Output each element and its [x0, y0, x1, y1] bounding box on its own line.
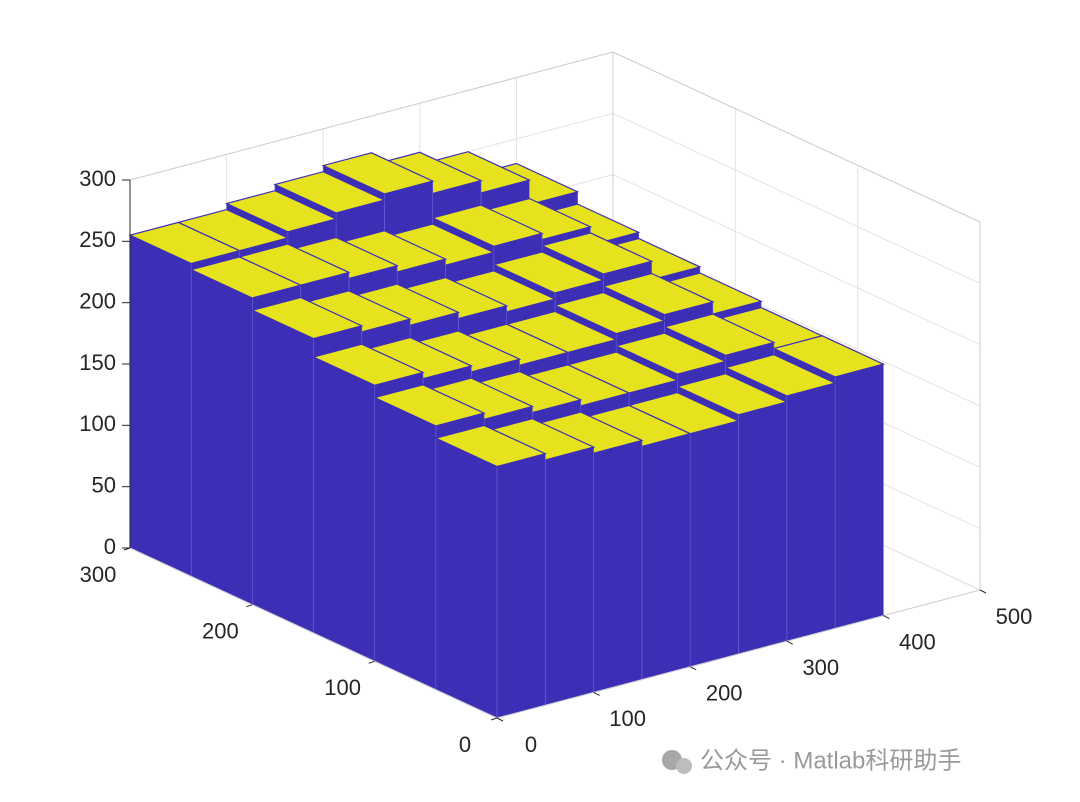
z-tick-label: 250: [79, 227, 116, 252]
surface-top: [273, 171, 387, 214]
surface-top: [723, 354, 837, 397]
surface-top: [662, 313, 776, 356]
z-tick-label: 0: [104, 534, 116, 559]
y-tick-label: 200: [202, 618, 239, 643]
x-tick: [496, 717, 504, 722]
surface-top: [250, 296, 364, 340]
z-tick-label: 100: [79, 411, 116, 436]
y-tick-label: 300: [80, 562, 117, 587]
x-tick: [786, 640, 794, 645]
surface-top: [675, 373, 789, 416]
surface-top: [430, 204, 544, 247]
surface-top: [189, 256, 303, 299]
surface-top: [434, 424, 548, 468]
surface-top: [614, 332, 728, 375]
y-tick: [368, 660, 375, 664]
surface-side: [738, 401, 788, 655]
grid-line: [612, 112, 981, 284]
x-tick: [593, 691, 600, 696]
y-tick: [246, 604, 253, 608]
surface-side: [374, 397, 437, 691]
surface-side: [129, 234, 192, 577]
surface-side: [190, 269, 253, 606]
y-tick-label: 100: [324, 675, 361, 700]
surface-side: [786, 382, 836, 642]
surface-top: [553, 291, 667, 335]
x-tick: [689, 666, 697, 671]
surface-top: [311, 343, 425, 386]
z-tick-label: 150: [79, 350, 116, 375]
x-tick: [979, 589, 987, 594]
surface-side: [313, 356, 376, 662]
surface-side: [544, 446, 594, 706]
x-tick: [883, 615, 890, 620]
surface-top: [492, 251, 606, 294]
axis-line: [129, 51, 614, 181]
surface-top: [224, 190, 338, 233]
x-tick-label: 0: [525, 732, 537, 757]
surface-side: [834, 363, 884, 629]
axis-line: [129, 547, 498, 719]
surface-side: [593, 440, 643, 693]
surface-side: [252, 309, 314, 634]
z-tick-label: 300: [79, 166, 116, 191]
x-tick-label: 300: [802, 655, 839, 680]
surface-top: [772, 335, 886, 378]
z-tick-label: 50: [92, 472, 116, 497]
axis-line: [496, 589, 981, 719]
x-tick-label: 200: [706, 681, 743, 706]
y-tick: [490, 717, 498, 721]
x-tick-label: 500: [996, 604, 1033, 629]
x-tick-label: 400: [899, 629, 936, 654]
surface-top: [372, 384, 486, 427]
watermark: 公众号 · Matlab科研助手: [662, 747, 961, 774]
watermark-icon: [676, 758, 692, 774]
surface-top: [321, 152, 435, 195]
surface-side: [689, 420, 739, 668]
grid-line: [612, 174, 981, 346]
z-tick-label: 200: [79, 288, 116, 313]
x-tick-label: 100: [609, 706, 646, 731]
surface-top: [128, 221, 242, 265]
surface-side: [641, 433, 691, 680]
surface-top: [601, 272, 715, 316]
y-tick-label: 0: [459, 732, 471, 757]
surface-side: [435, 437, 498, 719]
axis-line: [612, 51, 981, 223]
surface-side: [496, 453, 546, 719]
watermark-text: 公众号 · Matlab科研助手: [700, 747, 961, 774]
surface-top: [540, 232, 654, 275]
